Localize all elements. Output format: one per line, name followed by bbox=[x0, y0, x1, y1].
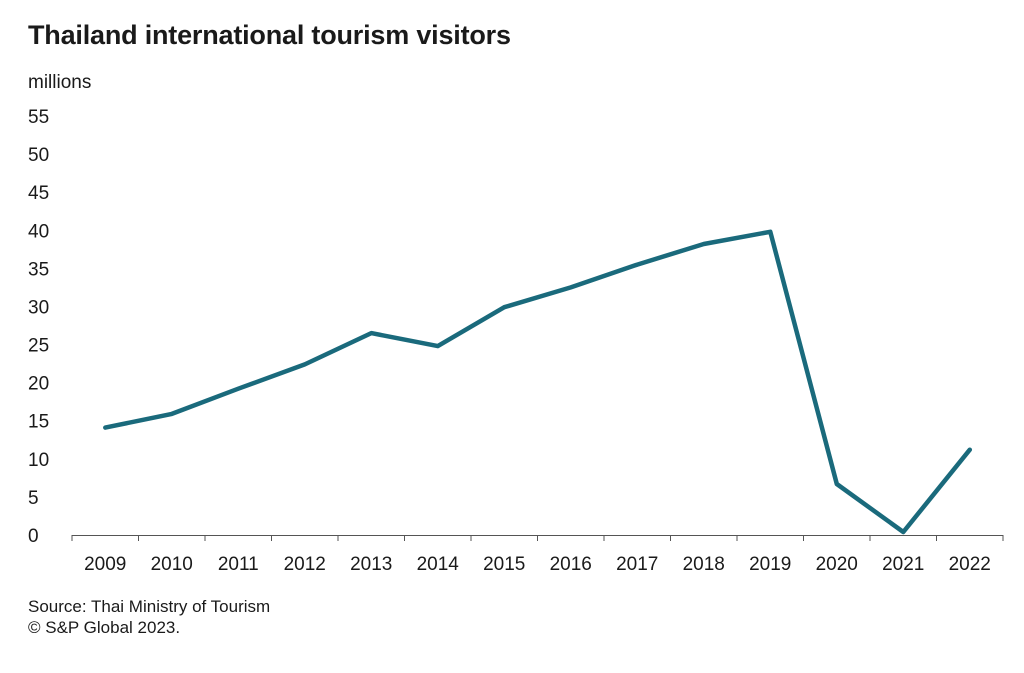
x-tick-label: 2011 bbox=[218, 554, 259, 575]
y-tick-label: 0 bbox=[28, 526, 39, 547]
copyright-note: © S&P Global 2023. bbox=[28, 618, 181, 637]
x-tick-label: 2012 bbox=[284, 554, 326, 575]
y-tick-label: 50 bbox=[28, 145, 49, 166]
y-tick-label: 45 bbox=[28, 183, 49, 204]
x-tick-label: 2019 bbox=[749, 554, 791, 575]
x-tick-label: 2018 bbox=[683, 554, 725, 575]
line-chart: millions 0 5 10 15 20 25 30 35 40 45 50 55 2009 2010… bbox=[28, 72, 1004, 575]
x-tick-label: 2017 bbox=[616, 554, 658, 575]
y-tick-label: 5 bbox=[28, 488, 39, 509]
x-tick-label: 2015 bbox=[483, 554, 525, 575]
series-group bbox=[103, 229, 973, 535]
y-tick-label: 10 bbox=[28, 450, 49, 471]
y-tick-label: 55 bbox=[28, 107, 49, 128]
x-tick-label: 2016 bbox=[550, 554, 592, 575]
x-tick-label: 2020 bbox=[816, 554, 858, 575]
x-tick-label: 2021 bbox=[882, 554, 924, 575]
series-line bbox=[103, 229, 973, 535]
y-axis: 0 5 10 15 20 25 30 35 40 45 50 55 bbox=[28, 107, 49, 547]
y-tick-label: 30 bbox=[28, 297, 49, 318]
y-tick-label: 20 bbox=[28, 374, 49, 395]
x-tick-label: 2022 bbox=[949, 554, 991, 575]
x-tick-label: 2009 bbox=[84, 554, 126, 575]
source-note: Source: Thai Ministry of Tourism bbox=[28, 597, 271, 616]
y-tick-label: 35 bbox=[28, 259, 49, 280]
x-tick-label: 2013 bbox=[350, 554, 392, 575]
y-axis-unit-label: millions bbox=[28, 72, 91, 93]
y-tick-label: 15 bbox=[28, 412, 49, 433]
x-tick-label: 2014 bbox=[417, 554, 460, 575]
chart-title: Thailand international tourism visitors bbox=[28, 20, 511, 50]
chart-footer: Source: Thai Ministry of Tourism © S&P G… bbox=[28, 596, 270, 638]
x-axis: 2009 2010 2011 2012 2013 2014 2015 2016 2017 2018… bbox=[71, 535, 1004, 575]
y-tick-label: 25 bbox=[28, 336, 49, 357]
x-tick-label: 2010 bbox=[151, 554, 193, 575]
y-tick-label: 40 bbox=[28, 221, 49, 242]
